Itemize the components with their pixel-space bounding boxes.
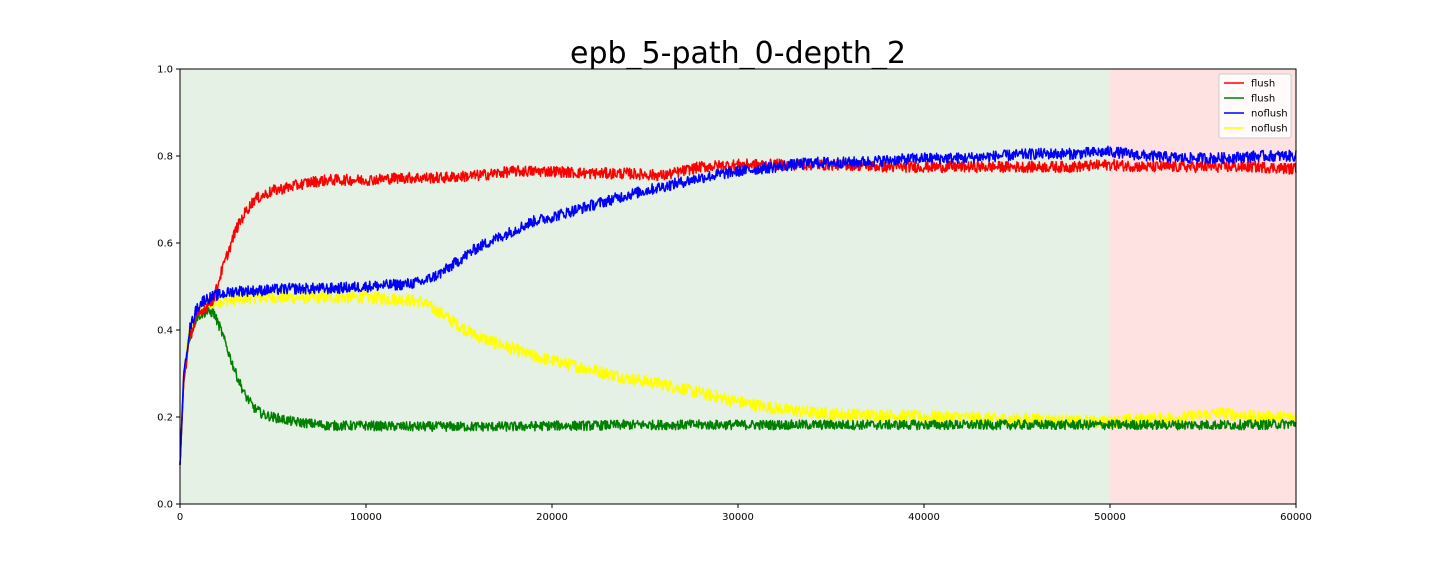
background-regions [180,69,1296,504]
chart-title: epb_5-path_0-depth_2 [570,36,906,71]
legend-label: noflush [1251,124,1288,135]
x-tick-label: 60000 [1280,512,1312,523]
series-line-1 [179,307,1297,465]
legend: flush flush noflush noflush [1218,73,1292,139]
legend-box [1218,73,1292,139]
x-axis: 0 10000 20000 30000 40000 50000 60000 [177,504,1312,523]
x-tick-label: 40000 [908,512,940,523]
x-tick-label: 50000 [1094,512,1126,523]
y-axis: 0.0 0.2 0.4 0.6 0.8 1.0 [157,65,180,511]
legend-label: flush [1251,94,1275,105]
background-region-1 [1110,69,1296,504]
x-tick-label: 20000 [536,512,568,523]
y-tick-label: 0.2 [157,413,173,424]
series-layer [179,145,1297,465]
legend-label: noflush [1251,109,1288,120]
x-tick-label: 30000 [722,512,754,523]
y-tick-label: 0.6 [157,239,173,250]
y-tick-label: 1.0 [157,65,173,76]
x-tick-label: 10000 [350,512,382,523]
y-tick-label: 0.0 [157,500,173,511]
y-tick-label: 0.4 [157,326,173,337]
x-tick-label: 0 [177,512,183,523]
legend-label: flush [1251,79,1275,90]
series-line-2 [179,145,1297,465]
y-tick-label: 0.8 [157,152,173,163]
